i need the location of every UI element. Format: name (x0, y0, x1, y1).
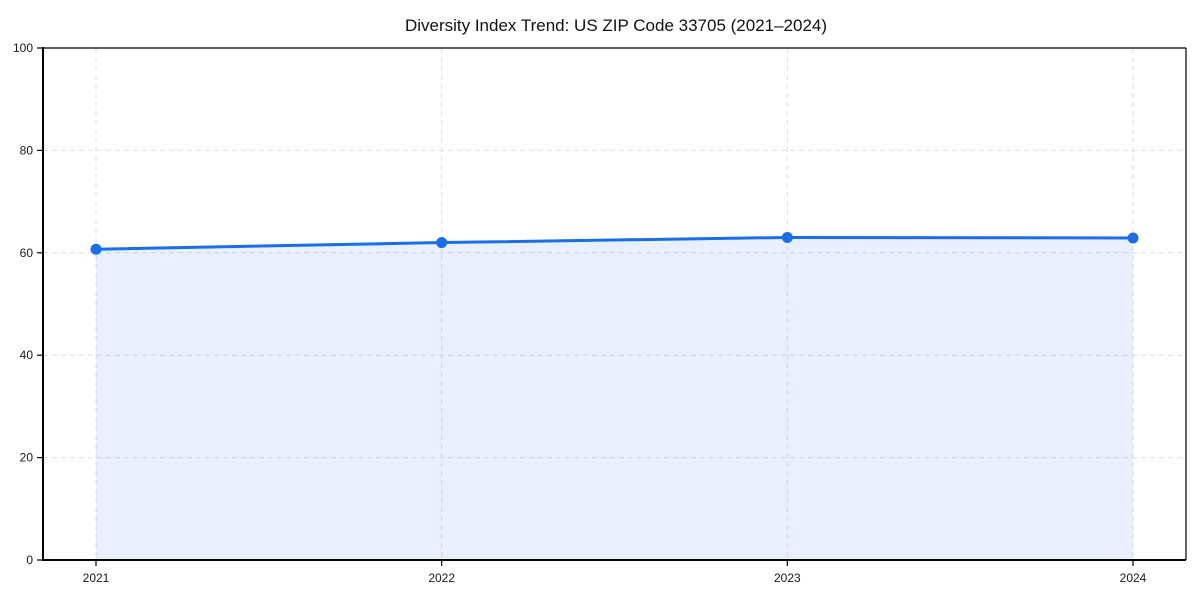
y-tick-label: 20 (20, 451, 34, 465)
gridlines (43, 48, 1186, 560)
area-fill (96, 237, 1133, 560)
x-tick-label: 2021 (83, 571, 110, 585)
x-tick-label: 2022 (428, 571, 455, 585)
data-points (90, 231, 1139, 255)
trend-line (94, 235, 1135, 251)
data-point-2023 (781, 231, 793, 243)
data-point-2024 (1127, 232, 1139, 244)
y-tick-label: 40 (20, 348, 34, 362)
area-fill-path (96, 237, 1133, 560)
tick-labels: 0 20 40 60 80 100 2021 2022 2023 2024 (13, 41, 1147, 585)
trend-line-path (94, 235, 1135, 251)
y-tick-label: 0 (26, 553, 33, 567)
y-tick-label: 100 (13, 41, 33, 55)
x-tick-label: 2023 (774, 571, 801, 585)
chart-title: Diversity Index Trend: US ZIP Code 33705… (405, 16, 827, 35)
data-point-2022 (436, 237, 448, 249)
y-tick-label: 60 (20, 246, 34, 260)
x-tick-label: 2024 (1120, 571, 1147, 585)
y-tick-label: 80 (20, 143, 34, 157)
data-point-2021 (90, 243, 102, 255)
axes-spines-ticks (37, 47, 1187, 566)
